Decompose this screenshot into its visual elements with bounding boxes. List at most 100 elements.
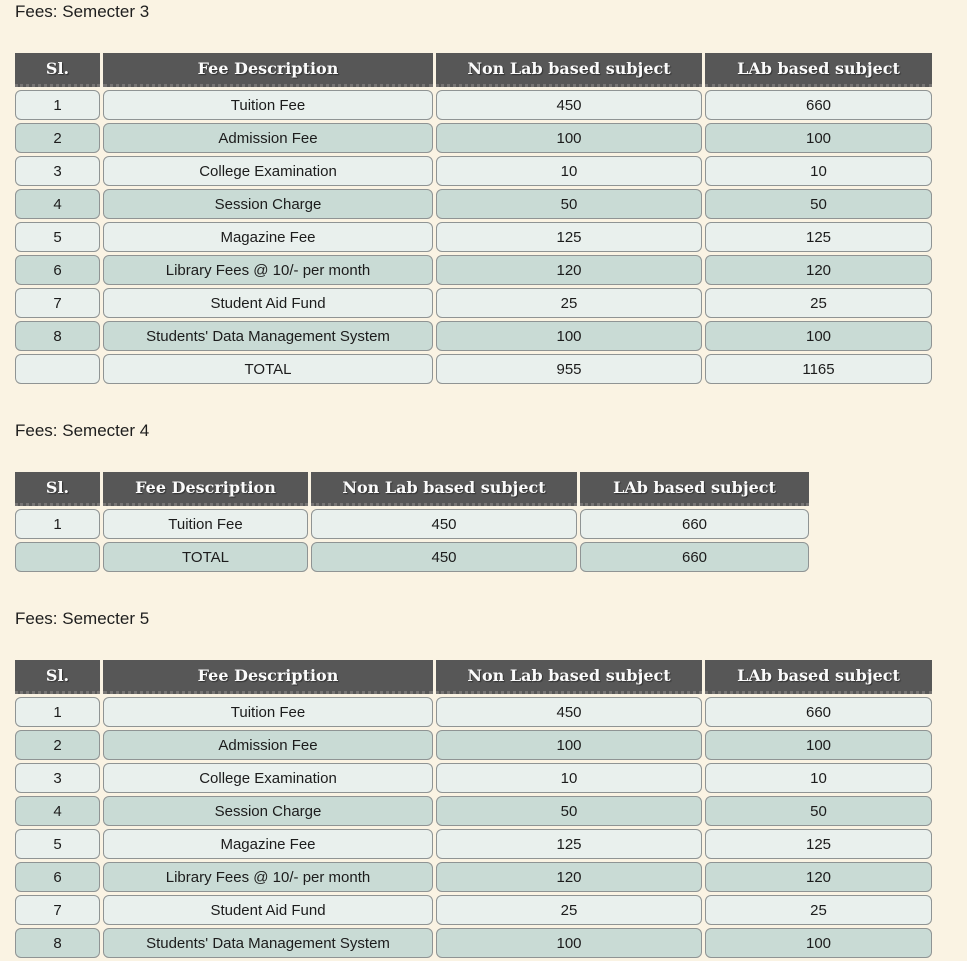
table-cell: 5 [15,222,100,252]
table-cell: 125 [705,829,932,859]
table-row: 3 College Examination 10 10 [15,156,932,186]
table-row: 3 College Examination 10 10 [15,763,932,793]
table-cell: 120 [705,255,932,285]
fees-table-semester-4: Sl. Fee Description Non Lab based subjec… [12,469,812,575]
fees-table-semester-3: Sl. Fee Description Non Lab based subjec… [12,50,935,387]
column-header-non-lab: Non Lab based subject [311,472,577,506]
table-cell: 25 [436,288,702,318]
table-cell: 6 [15,255,100,285]
table-row: 2 Admission Fee 100 100 [15,730,932,760]
table-cell: 5 [15,829,100,859]
table-cell: 955 [436,354,702,384]
table-cell: 100 [436,321,702,351]
table-cell: 1 [15,90,100,120]
column-header-non-lab: Non Lab based subject [436,53,702,87]
table-row: 8 Students' Data Management System 100 100 [15,321,932,351]
table-cell: 100 [705,123,932,153]
table-cell: College Examination [103,156,433,186]
table-cell: 125 [436,222,702,252]
table-cell: Library Fees @ 10/- per month [103,862,433,892]
table-row: 1 Tuition Fee 450 660 [15,509,809,539]
table-cell: Tuition Fee [103,509,308,539]
table-cell: Student Aid Fund [103,895,433,925]
table-cell: 2 [15,730,100,760]
table-row: 5 Magazine Fee 125 125 [15,829,932,859]
table-row: TOTAL 450 660 [15,542,809,572]
table-row: 8 Students' Data Management System 100 100 [15,928,932,958]
table-cell: 50 [436,796,702,826]
table-cell: 4 [15,189,100,219]
table-cell: College Examination [103,763,433,793]
table-cell: 100 [436,928,702,958]
header-row: Sl. Fee Description Non Lab based subjec… [15,53,932,87]
table-cell: Library Fees @ 10/- per month [103,255,433,285]
table-cell: 10 [436,763,702,793]
header-row: Sl. Fee Description Non Lab based subjec… [15,472,809,506]
table-cell: 660 [580,542,809,572]
column-header-non-lab: Non Lab based subject [436,660,702,694]
section-title: Fees: Semecter 3 [15,2,150,21]
fees-section-semester-5: Fees: Semecter 5 Sl. Fee Description Non… [15,609,952,961]
column-header-sl: Sl. [15,660,100,694]
table-cell: Magazine Fee [103,222,433,252]
column-header-fee-description: Fee Description [103,660,433,694]
table-cell: Magazine Fee [103,829,433,859]
table-row: 6 Library Fees @ 10/- per month 120 120 [15,862,932,892]
column-header-fee-description: Fee Description [103,472,308,506]
table-cell: Session Charge [103,796,433,826]
column-header-lab: LAb based subject [580,472,809,506]
header-row: Sl. Fee Description Non Lab based subjec… [15,660,932,694]
table-cell: 100 [436,730,702,760]
table-row: 2 Admission Fee 100 100 [15,123,932,153]
table-cell: 450 [311,542,577,572]
table-cell: 450 [311,509,577,539]
table-cell: 1 [15,509,100,539]
table-cell: 10 [436,156,702,186]
table-cell: Session Charge [103,189,433,219]
table-cell: 3 [15,763,100,793]
table-cell: 6 [15,862,100,892]
table-cell: 2 [15,123,100,153]
table-cell: 7 [15,288,100,318]
table-cell: Admission Fee [103,123,433,153]
table-cell: 120 [705,862,932,892]
table-row: 1 Tuition Fee 450 660 [15,90,932,120]
table-row: 6 Library Fees @ 10/- per month 120 120 [15,255,932,285]
table-cell: 100 [436,123,702,153]
table-cell [15,542,100,572]
table-row: 4 Session Charge 50 50 [15,796,932,826]
table-cell: Admission Fee [103,730,433,760]
table-cell: 25 [436,895,702,925]
table-cell: 660 [705,697,932,727]
column-header-lab: LAb based subject [705,660,932,694]
column-header-sl: Sl. [15,472,100,506]
table-cell: 10 [705,763,932,793]
table-cell: TOTAL [103,542,308,572]
table-cell: Tuition Fee [103,697,433,727]
section-title: Fees: Semecter 4 [15,421,150,440]
table-cell: Students' Data Management System [103,928,433,958]
table-cell: 660 [580,509,809,539]
fees-section-semester-4: Fees: Semecter 4 Sl. Fee Description Non… [15,421,952,575]
table-row: 7 Student Aid Fund 25 25 [15,288,932,318]
table-cell: 450 [436,697,702,727]
table-cell: Student Aid Fund [103,288,433,318]
table-row: 4 Session Charge 50 50 [15,189,932,219]
table-cell: Students' Data Management System [103,321,433,351]
table-cell: 8 [15,321,100,351]
fees-section-semester-3: Fees: Semecter 3 Sl. Fee Description Non… [15,2,952,387]
table-cell: 8 [15,928,100,958]
table-cell: 120 [436,255,702,285]
table-row: 7 Student Aid Fund 25 25 [15,895,932,925]
table-cell [15,354,100,384]
table-row: TOTAL 955 1165 [15,354,932,384]
table-cell: TOTAL [103,354,433,384]
fees-table-semester-5: Sl. Fee Description Non Lab based subjec… [12,657,935,961]
table-cell: 120 [436,862,702,892]
section-title: Fees: Semecter 5 [15,609,150,628]
table-cell: 50 [436,189,702,219]
table-cell: 25 [705,288,932,318]
column-header-sl: Sl. [15,53,100,87]
table-cell: 10 [705,156,932,186]
table-cell: 7 [15,895,100,925]
